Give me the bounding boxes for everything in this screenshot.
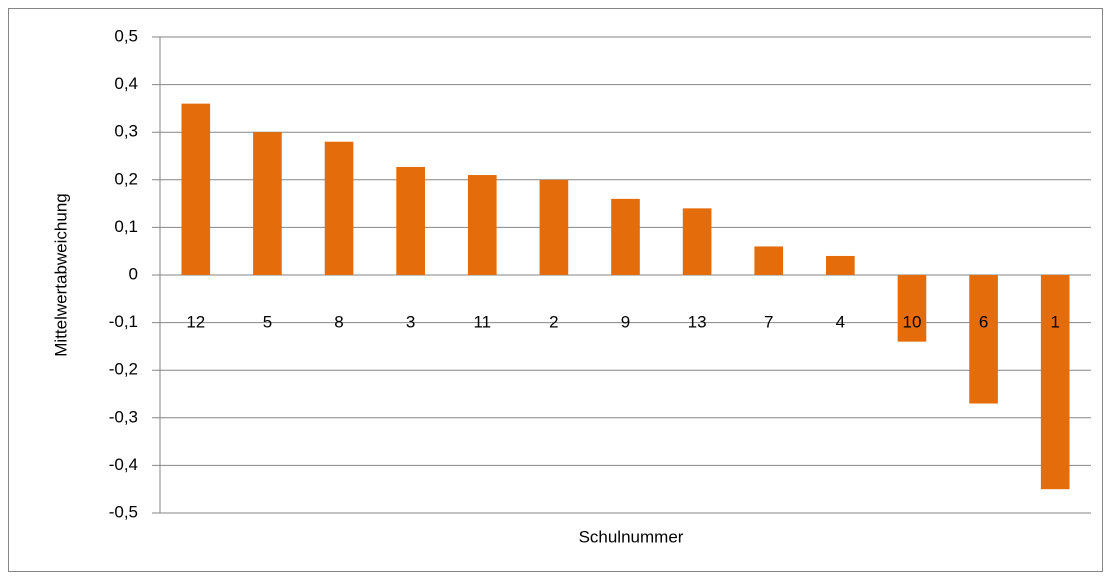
bar xyxy=(1040,275,1070,490)
x-tick-label: 1 xyxy=(1050,312,1059,331)
y-tick-label: 0,2 xyxy=(114,169,138,188)
y-tick-label: -0,1 xyxy=(109,312,138,331)
x-tick-label: 10 xyxy=(903,312,922,331)
y-tick-label: -0,3 xyxy=(109,407,138,426)
x-tick-label: 4 xyxy=(836,312,845,331)
x-tick-label: 13 xyxy=(688,312,707,331)
bar xyxy=(539,179,569,275)
y-axis-label: Mittelwertabweichung xyxy=(51,193,70,356)
bar xyxy=(324,141,354,275)
y-tick-label: 0 xyxy=(129,264,138,283)
y-tick-label: 0,1 xyxy=(114,217,138,236)
x-tick-label: 2 xyxy=(549,312,558,331)
x-tick-label: 3 xyxy=(406,312,415,331)
bar xyxy=(754,246,784,275)
y-tick-label: 0,4 xyxy=(114,74,138,93)
y-tick-label: 0,5 xyxy=(114,26,138,45)
x-tick-label: 5 xyxy=(263,312,272,331)
y-tick-label: 0,3 xyxy=(114,122,138,141)
bar xyxy=(467,175,497,275)
bar xyxy=(826,255,855,275)
y-tick-label: -0,4 xyxy=(109,455,138,474)
x-tick-label: 9 xyxy=(621,312,630,331)
x-tick-label: 8 xyxy=(334,312,343,331)
bar xyxy=(969,275,998,404)
x-axis-label: Schulnummer xyxy=(579,527,684,546)
bar xyxy=(396,166,425,275)
x-tick-label: 6 xyxy=(979,312,988,331)
x-tick-label: 12 xyxy=(186,312,205,331)
y-tick-label: -0,5 xyxy=(109,502,138,521)
bar xyxy=(181,103,211,275)
y-tick-label: -0,2 xyxy=(109,360,138,379)
bar xyxy=(682,208,712,275)
chart-border xyxy=(8,8,1103,572)
x-tick-label: 7 xyxy=(764,312,773,331)
bar xyxy=(897,275,927,342)
bar xyxy=(253,132,282,275)
bar xyxy=(611,198,640,275)
x-tick-label: 11 xyxy=(473,312,491,331)
